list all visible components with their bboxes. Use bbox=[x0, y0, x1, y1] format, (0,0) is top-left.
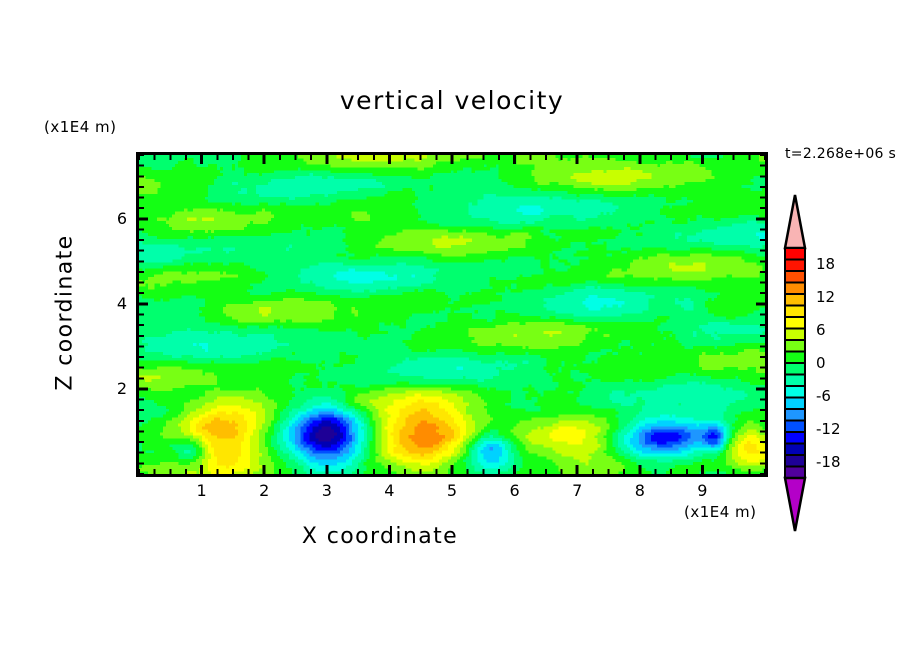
y-tick-label: 2 bbox=[116, 378, 127, 398]
x-tick-label: 5 bbox=[446, 481, 458, 500]
colorbar-band bbox=[784, 408, 806, 422]
colorbar-band bbox=[784, 304, 806, 318]
y-axis-title: Z coordinate bbox=[52, 234, 78, 391]
colorbar-band bbox=[784, 431, 806, 445]
colorbar-band bbox=[784, 281, 806, 295]
colorbar-band bbox=[784, 373, 806, 387]
colorbar-tick-label: -6 bbox=[816, 386, 831, 405]
colorbar-band bbox=[784, 362, 806, 376]
colorbar-band bbox=[784, 419, 806, 433]
x-tick-label: 3 bbox=[321, 481, 332, 500]
colorbar-band bbox=[784, 247, 806, 261]
colorbar-band bbox=[784, 316, 806, 330]
y-axis-unit-label: (x1E4 m) bbox=[44, 118, 117, 136]
colorbar-band bbox=[784, 339, 806, 353]
colorbar-band bbox=[784, 258, 806, 272]
x-tick-label: 1 bbox=[196, 481, 207, 500]
colorbar-over-arrow bbox=[783, 194, 807, 250]
colorbar-band bbox=[784, 293, 806, 307]
colorbar-band bbox=[784, 454, 806, 468]
x-tick-label: 8 bbox=[634, 481, 645, 500]
x-axis-title: X coordinate bbox=[301, 524, 459, 549]
contour-plot-area bbox=[136, 152, 768, 477]
colorbar-tick-label: 12 bbox=[816, 288, 836, 307]
page-title: vertical velocity bbox=[339, 86, 565, 115]
time-annotation: t=2.268e+06 s bbox=[785, 146, 897, 162]
colorbar-band bbox=[784, 270, 806, 284]
colorbar-band bbox=[784, 350, 806, 364]
y-tick-label: 4 bbox=[116, 293, 127, 313]
colorbar-tick-label: 6 bbox=[816, 321, 826, 340]
x-axis-unit-label: (x1E4 m) bbox=[684, 503, 757, 521]
x-tick-label: 6 bbox=[509, 481, 520, 500]
colorbar-band bbox=[784, 442, 806, 456]
colorbar-band bbox=[784, 396, 806, 410]
x-tick-label: 7 bbox=[572, 481, 583, 500]
colorbar-band bbox=[784, 385, 806, 399]
colorbar-tick-label: -12 bbox=[816, 419, 841, 438]
contour-field bbox=[139, 155, 765, 474]
y-tick-label: 6 bbox=[116, 208, 127, 228]
x-tick-label: 4 bbox=[384, 481, 395, 500]
colorbar-band bbox=[784, 465, 806, 479]
colorbar-band bbox=[784, 327, 806, 341]
colorbar-under-arrow bbox=[783, 476, 807, 532]
colorbar-tick-label: 18 bbox=[816, 255, 836, 274]
x-tick-label: 2 bbox=[259, 481, 270, 500]
x-tick-label: 9 bbox=[697, 481, 708, 500]
colorbar-tick-label: 0 bbox=[816, 354, 826, 372]
colorbar-tick-label: -18 bbox=[816, 452, 841, 471]
